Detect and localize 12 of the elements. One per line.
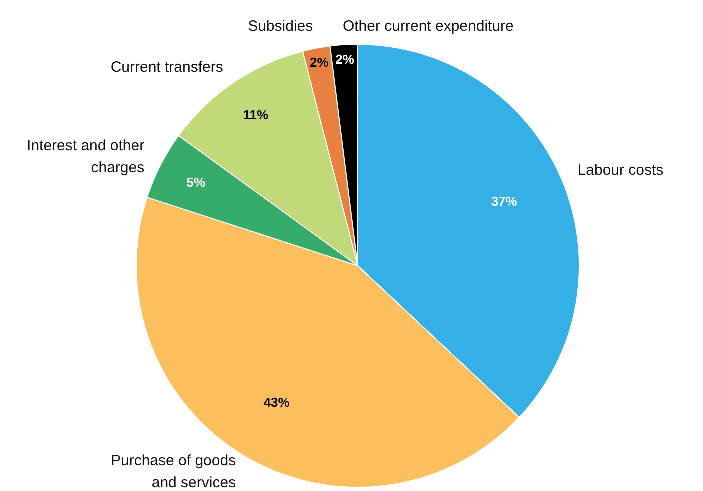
slice-label: Labour costs [578, 162, 664, 180]
slice-label: Subsidies [248, 18, 314, 36]
slice-label: Current transfers [110, 59, 224, 76]
data-label: 5% [186, 175, 206, 190]
data-label: 37% [491, 194, 518, 210]
slice-label: Interest and other charges [27, 137, 145, 176]
data-label: 2% [336, 52, 355, 67]
data-label: 43% [264, 394, 290, 410]
slice-label: Purchase of goods and services [110, 452, 236, 491]
data-label: 2% [310, 55, 330, 70]
slice-label: Other current expenditure [342, 18, 514, 36]
data-label: 11% [243, 107, 269, 122]
